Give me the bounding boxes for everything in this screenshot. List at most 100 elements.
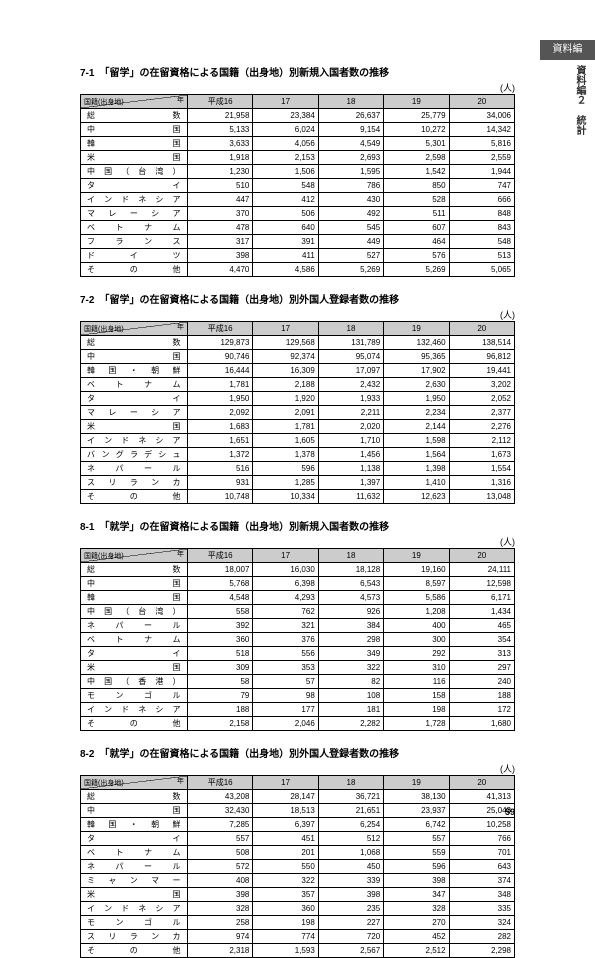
col-header: 20: [449, 95, 514, 109]
cell: 12,598: [449, 577, 514, 591]
cell: 1,933: [318, 392, 383, 406]
cell: 6,398: [253, 577, 318, 591]
col-header: 17: [253, 776, 318, 790]
cell: 4,056: [253, 137, 318, 151]
cell: 16,444: [188, 364, 253, 378]
cell: 41,313: [449, 790, 514, 804]
cell: 506: [253, 207, 318, 221]
cell: 1,208: [384, 605, 449, 619]
cell: 10,258: [449, 818, 514, 832]
cell: 322: [318, 661, 383, 675]
cell: 6,171: [449, 591, 514, 605]
cell: 572: [188, 860, 253, 874]
table-row: 中国5,7686,3986,5438,59712,598: [81, 577, 515, 591]
cell: 558: [188, 605, 253, 619]
cell: 1,378: [253, 448, 318, 462]
unit-label: (人): [80, 762, 515, 775]
cell: 1,683: [188, 420, 253, 434]
cell: 335: [449, 902, 514, 916]
row-label: ベトナム: [81, 221, 188, 235]
cell: 4,470: [188, 263, 253, 277]
cell: 1,593: [253, 944, 318, 958]
cell: 596: [253, 462, 318, 476]
cell: 360: [253, 902, 318, 916]
row-label: タイ: [81, 392, 188, 406]
row-label: ベトナム: [81, 378, 188, 392]
cell: 2,046: [253, 717, 318, 731]
cell: 465: [449, 619, 514, 633]
cell: 2,153: [253, 151, 318, 165]
cell: 17,902: [384, 364, 449, 378]
cell: 478: [188, 221, 253, 235]
table-row: 中国（台湾）5587629261,2081,434: [81, 605, 515, 619]
cell: 527: [318, 249, 383, 263]
row-label: 総数: [81, 790, 188, 804]
side-tab: 資料編: [540, 40, 595, 60]
table-row: その他10,74810,33411,63212,62313,048: [81, 490, 515, 504]
cell: 5,301: [384, 137, 449, 151]
cell: 4,293: [253, 591, 318, 605]
cell: 18,513: [253, 804, 318, 818]
cell: 1,397: [318, 476, 383, 490]
cell: 360: [188, 633, 253, 647]
unit-label: (人): [80, 308, 515, 321]
cell: 1,680: [449, 717, 514, 731]
cell: 2,112: [449, 434, 514, 448]
cell: 747: [449, 179, 514, 193]
cell: 36,721: [318, 790, 383, 804]
col-header: 平成16: [188, 549, 253, 563]
table-row: タイ557451512557766: [81, 832, 515, 846]
col-header: 18: [318, 322, 383, 336]
cell: 450: [318, 860, 383, 874]
table-row: タイ518556349292313: [81, 647, 515, 661]
row-label: ベトナム: [81, 633, 188, 647]
row-label: ミャンマー: [81, 874, 188, 888]
col-header: 19: [384, 322, 449, 336]
cell: 354: [449, 633, 514, 647]
cell: 298: [318, 633, 383, 647]
row-label: 中国（台湾）: [81, 165, 188, 179]
cell: 1,542: [384, 165, 449, 179]
cell: 398: [188, 249, 253, 263]
cell: 7,285: [188, 818, 253, 832]
cell: 451: [253, 832, 318, 846]
row-label: 中国: [81, 804, 188, 818]
cell: 181: [318, 703, 383, 717]
cell: 2,211: [318, 406, 383, 420]
cell: 235: [318, 902, 383, 916]
cell: 1,506: [253, 165, 318, 179]
cell: 508: [188, 846, 253, 860]
cell: 138,514: [449, 336, 514, 350]
cell: 2,158: [188, 717, 253, 731]
cell: 492: [318, 207, 383, 221]
section-title: 8-2 「就学」の在留資格による国籍（出身地）別外国人登録者数の推移: [80, 745, 515, 760]
table-row: ネパール392321384400465: [81, 619, 515, 633]
table-row: タイ1,9501,9201,9331,9502,052: [81, 392, 515, 406]
table-row: 米国398357398347348: [81, 888, 515, 902]
row-label: マレーシア: [81, 207, 188, 221]
cell: 6,742: [384, 818, 449, 832]
cell: 2,559: [449, 151, 514, 165]
cell: 108: [318, 689, 383, 703]
table-row: その他2,3181,5932,5672,5122,298: [81, 944, 515, 958]
row-label: モンゴル: [81, 916, 188, 930]
section-title: 8-1 「就学」の在留資格による国籍（出身地）別新規入国者数の推移: [80, 518, 515, 533]
table-row: フランス317391449464548: [81, 235, 515, 249]
cell: 353: [253, 661, 318, 675]
row-label: マレーシア: [81, 406, 188, 420]
table-row: ベトナム478640545607843: [81, 221, 515, 235]
cell: 1,605: [253, 434, 318, 448]
table-row: インドネシア1,6511,6051,7101,5982,112: [81, 434, 515, 448]
cell: 452: [384, 930, 449, 944]
cell: 774: [253, 930, 318, 944]
row-label: その他: [81, 490, 188, 504]
cell: 391: [253, 235, 318, 249]
row-label: その他: [81, 944, 188, 958]
cell: 339: [318, 874, 383, 888]
table-row: 韓国4,5484,2934,5735,5866,171: [81, 591, 515, 605]
cell: 258: [188, 916, 253, 930]
cell: 10,748: [188, 490, 253, 504]
col-header: 平成16: [188, 776, 253, 790]
cell: 158: [384, 689, 449, 703]
row-label: その他: [81, 717, 188, 731]
